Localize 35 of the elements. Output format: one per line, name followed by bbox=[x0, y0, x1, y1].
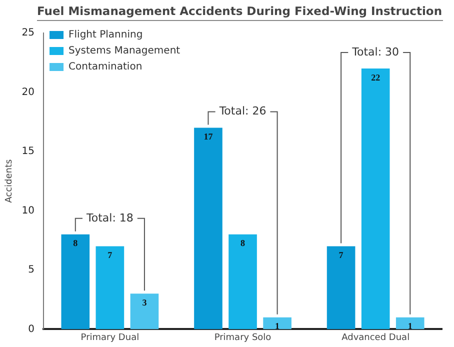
y-tick-label: 25 bbox=[22, 28, 35, 39]
data-label: 7 bbox=[108, 250, 113, 260]
bar bbox=[96, 246, 124, 330]
chart-title: Fuel Mismanagement Accidents During Fixed-Wing Instruction bbox=[37, 4, 443, 21]
y-tick-label: 20 bbox=[22, 86, 35, 98]
y-tick-label: 0 bbox=[28, 324, 35, 335]
y-axis-title: Accidents bbox=[4, 159, 15, 203]
legend-label: Systems Management bbox=[68, 46, 180, 57]
total-label: Total: 30 bbox=[351, 45, 400, 58]
bar bbox=[263, 317, 292, 330]
total-label: Total: 26 bbox=[218, 104, 266, 118]
y-tick-label: 5 bbox=[28, 264, 35, 276]
x-tick-label: Primary Dual bbox=[80, 332, 140, 343]
data-label: 7 bbox=[338, 250, 344, 260]
bar bbox=[130, 294, 159, 330]
bar bbox=[194, 128, 222, 330]
bar bbox=[396, 317, 424, 330]
total-label: Total: 18 bbox=[85, 211, 134, 224]
data-label: 22 bbox=[371, 72, 381, 82]
bar bbox=[61, 234, 90, 330]
legend-label: Flight Planning bbox=[68, 30, 143, 41]
bar bbox=[228, 234, 257, 330]
data-label: 3 bbox=[142, 297, 148, 308]
bar bbox=[361, 68, 390, 330]
bar bbox=[326, 246, 356, 330]
data-label: 1 bbox=[275, 321, 280, 332]
x-tick-label: Primary Solo bbox=[214, 332, 272, 343]
y-tick-label: 15 bbox=[22, 146, 35, 158]
x-tick-label: Advanced Dual bbox=[342, 332, 410, 343]
y-tick-label: 10 bbox=[22, 205, 35, 216]
data-label: 8 bbox=[73, 238, 78, 248]
legend-label: Contamination bbox=[68, 62, 142, 73]
data-label: 1 bbox=[408, 321, 413, 332]
data-label: 8 bbox=[240, 238, 246, 248]
data-label: 17 bbox=[204, 132, 214, 142]
